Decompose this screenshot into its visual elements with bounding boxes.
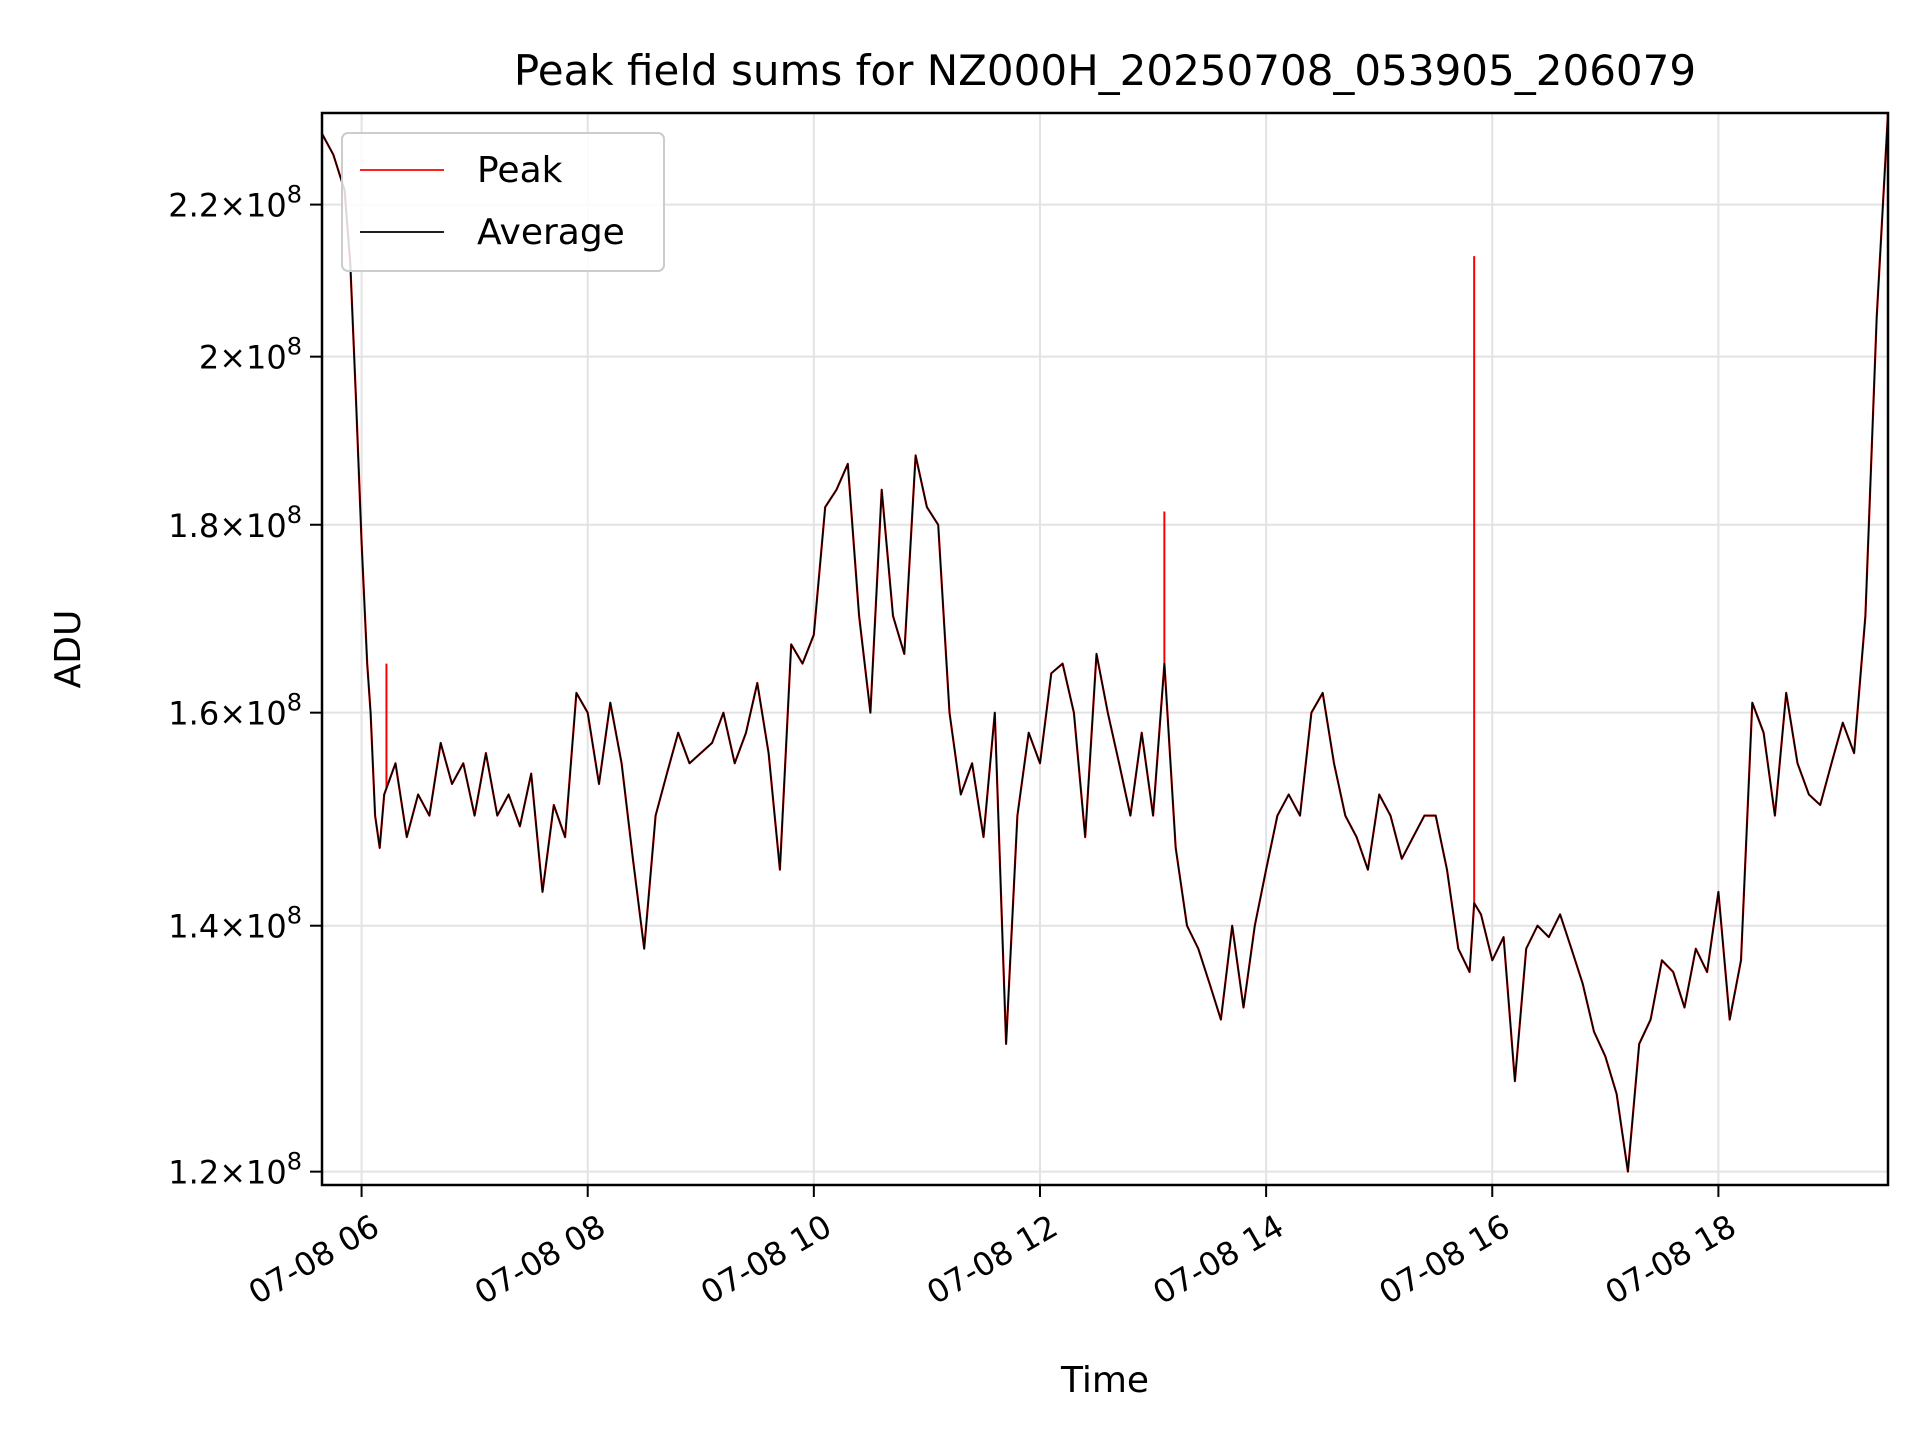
y-tick-label: 1.8×108 (168, 501, 302, 545)
chart-title: Peak field sums for NZ000H_20250708_0539… (514, 46, 1696, 95)
y-tick-label: 2×108 (199, 333, 302, 377)
x-axis-label: Time (1060, 1360, 1149, 1401)
y-axis-label: ADU (48, 610, 89, 689)
series-layer (321, 112, 1890, 1173)
y-tick-label: 1.4×108 (168, 902, 302, 946)
legend-box (341, 132, 665, 272)
x-tick-label: 07-08 16 (1373, 1207, 1517, 1312)
grid (322, 113, 1888, 1185)
y-tick-label: 2.2×108 (168, 181, 302, 225)
x-tick-label: 07-08 18 (1599, 1207, 1743, 1312)
series-line-average (321, 112, 1889, 1173)
x-tick-label: 07-08 06 (242, 1207, 386, 1312)
legend: Peak Average (341, 132, 665, 272)
x-tick-label: 07-08 10 (694, 1207, 838, 1312)
x-tick-label: 07-08 14 (1147, 1207, 1291, 1312)
ticks: 07-08 06 07-08 08 07-08 10 07-08 12 07-08 14… (168, 181, 1742, 1312)
plot-frame (320, 111, 1890, 1187)
y-tick-label: 1.2×108 (168, 1148, 302, 1192)
x-tick-label: 07-08 08 (468, 1207, 612, 1312)
legend-label-average: Average (477, 212, 625, 253)
legend-label-peak: Peak (477, 150, 563, 191)
x-tick-label: 07-08 12 (920, 1207, 1064, 1312)
y-tick-label: 1.6×108 (168, 689, 302, 733)
